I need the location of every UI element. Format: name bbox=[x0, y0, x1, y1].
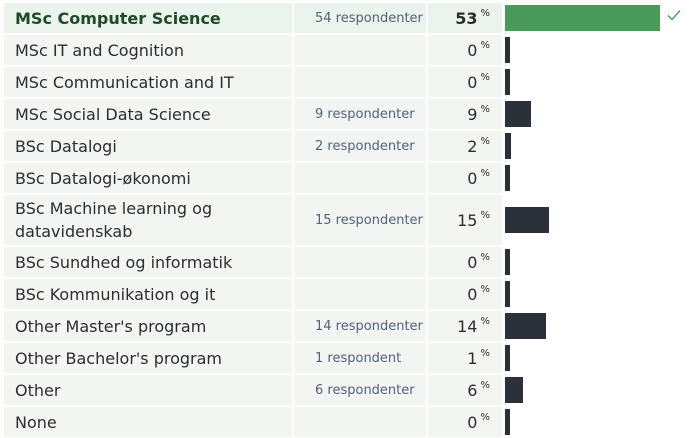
option-label: MSc IT and Cognition bbox=[4, 35, 292, 65]
percent-number: 1 bbox=[467, 348, 478, 368]
option-label: MSc Communication and IT bbox=[4, 67, 292, 97]
percent-value: 14% bbox=[428, 311, 502, 341]
option-label: Other bbox=[4, 375, 292, 405]
respondent-count: 9 respondenter bbox=[294, 99, 426, 129]
result-bar bbox=[505, 207, 549, 233]
percent-unit: % bbox=[480, 283, 490, 295]
respondent-count bbox=[294, 407, 426, 437]
result-row: BSc Datalogi 2 respondenter 2% bbox=[4, 131, 686, 161]
result-bar bbox=[505, 133, 511, 159]
result-row: Other 6 respondenter 6% bbox=[4, 375, 686, 405]
result-row: MSc Social Data Science 9 respondenter 9… bbox=[4, 99, 686, 129]
percent-number: 2 bbox=[467, 136, 478, 156]
percent-value: 1% bbox=[428, 343, 502, 373]
percent-number: 0 bbox=[467, 40, 478, 60]
percent-number: 0 bbox=[467, 252, 478, 272]
respondent-count: 54 respondenter bbox=[294, 3, 426, 33]
option-label: BSc Datalogi bbox=[4, 131, 292, 161]
result-bar bbox=[505, 37, 510, 63]
percent-number: 14 bbox=[457, 316, 478, 336]
result-bar bbox=[505, 345, 510, 371]
respondent-count: 15 respondenter bbox=[294, 195, 426, 245]
result-bar bbox=[505, 281, 510, 307]
result-bar bbox=[505, 5, 660, 31]
percent-unit: % bbox=[480, 411, 490, 423]
option-label: BSc Sundhed og informatik bbox=[4, 247, 292, 277]
percent-value: 0% bbox=[428, 35, 502, 65]
percent-value: 15% bbox=[428, 195, 502, 245]
respondent-count bbox=[294, 163, 426, 193]
result-row: Other Bachelor's program 1 respondent 1% bbox=[4, 343, 686, 373]
percent-value: 6% bbox=[428, 375, 502, 405]
option-label: BSc Machine learning og datavidenskab bbox=[4, 195, 292, 245]
respondent-count bbox=[294, 35, 426, 65]
percent-value: 0% bbox=[428, 67, 502, 97]
option-label: None bbox=[4, 407, 292, 437]
result-bar bbox=[505, 409, 510, 435]
percent-unit: % bbox=[480, 135, 490, 147]
percent-value: 2% bbox=[428, 131, 502, 161]
percent-unit: % bbox=[480, 7, 490, 19]
percent-number: 0 bbox=[467, 72, 478, 92]
result-bar bbox=[505, 165, 510, 191]
respondent-count: 1 respondent bbox=[294, 343, 426, 373]
percent-value: 53% bbox=[428, 3, 502, 33]
result-row: None 0% bbox=[4, 407, 686, 437]
percent-number: 53 bbox=[455, 8, 478, 28]
respondent-count: 6 respondenter bbox=[294, 375, 426, 405]
option-label: Other Master's program bbox=[4, 311, 292, 341]
result-bar bbox=[505, 313, 546, 339]
percent-unit: % bbox=[480, 315, 490, 327]
respondent-count bbox=[294, 279, 426, 309]
result-bar bbox=[505, 249, 510, 275]
result-row: MSc Computer Science 54 respondenter 53% bbox=[4, 3, 686, 33]
percent-number: 9 bbox=[467, 104, 478, 124]
option-label: MSc Social Data Science bbox=[4, 99, 292, 129]
option-label: MSc Computer Science bbox=[4, 3, 292, 33]
percent-unit: % bbox=[480, 379, 490, 391]
result-row: BSc Datalogi-økonomi 0% bbox=[4, 163, 686, 193]
checkmark-icon bbox=[667, 10, 681, 21]
percent-unit: % bbox=[480, 347, 490, 359]
percent-unit: % bbox=[480, 71, 490, 83]
result-row: BSc Kommunikation og it 0% bbox=[4, 279, 686, 309]
respondent-count: 2 respondenter bbox=[294, 131, 426, 161]
result-row: MSc IT and Cognition 0% bbox=[4, 35, 686, 65]
percent-value: 0% bbox=[428, 279, 502, 309]
percent-number: 0 bbox=[467, 412, 478, 432]
respondent-count: 14 respondenter bbox=[294, 311, 426, 341]
percent-number: 6 bbox=[467, 380, 478, 400]
result-row: BSc Sundhed og informatik 0% bbox=[4, 247, 686, 277]
result-bar bbox=[505, 69, 510, 95]
percent-number: 0 bbox=[467, 284, 478, 304]
result-bar bbox=[505, 101, 531, 127]
percent-value: 0% bbox=[428, 247, 502, 277]
result-row: Other Master's program 14 respondenter 1… bbox=[4, 311, 686, 341]
percent-unit: % bbox=[480, 39, 490, 51]
percent-number: 15 bbox=[457, 210, 478, 230]
respondent-count bbox=[294, 67, 426, 97]
percent-value: 0% bbox=[428, 407, 502, 437]
option-label: BSc Datalogi-økonomi bbox=[4, 163, 292, 193]
percent-value: 9% bbox=[428, 99, 502, 129]
percent-value: 0% bbox=[428, 163, 502, 193]
percent-unit: % bbox=[480, 167, 490, 179]
percent-unit: % bbox=[480, 103, 490, 115]
result-row: MSc Communication and IT 0% bbox=[4, 67, 686, 97]
respondent-count bbox=[294, 247, 426, 277]
percent-number: 0 bbox=[467, 168, 478, 188]
percent-unit: % bbox=[480, 251, 490, 263]
percent-unit: % bbox=[480, 209, 490, 221]
result-row: BSc Machine learning og datavidenskab 15… bbox=[4, 195, 686, 245]
option-label: BSc Kommunikation og it bbox=[4, 279, 292, 309]
option-label: Other Bachelor's program bbox=[4, 343, 292, 373]
result-bar bbox=[505, 377, 523, 403]
